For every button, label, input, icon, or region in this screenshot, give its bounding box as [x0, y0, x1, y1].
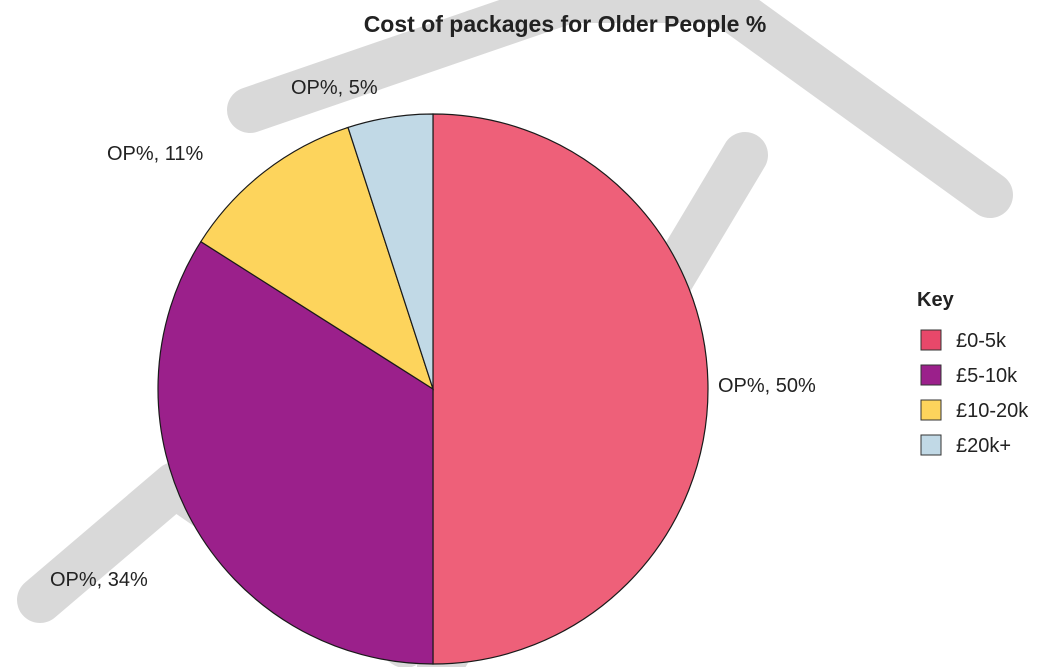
- legend: Key £0-5k £5-10k £10-20k £20k+: [917, 289, 1029, 457]
- legend-swatch-20k-plus: [920, 434, 942, 456]
- legend-label-5-10k: £5-10k: [956, 365, 1018, 387]
- legend-label-0-5k: £0-5k: [956, 330, 1007, 352]
- legend-swatch-0-5k: [920, 329, 942, 351]
- legend-label-20k-plus: £20k+: [956, 435, 1011, 457]
- pie-slices: [157, 113, 709, 665]
- legend-title: Key: [917, 289, 955, 311]
- chart-title: Cost of packages for Older People %: [364, 11, 767, 37]
- slice-label-0-5k: OP%, 50%: [718, 375, 816, 397]
- legend-swatch-10-20k: [920, 399, 942, 421]
- slice-label-10-20k: OP%, 11%: [107, 143, 204, 165]
- slice-label-20k-plus: OP%, 5%: [291, 77, 378, 99]
- legend-items: £0-5k £5-10k £10-20k £20k+: [920, 329, 1029, 457]
- legend-swatch-5-10k: [920, 364, 942, 386]
- pie-slice-0-5k: [432, 113, 709, 665]
- pie-slice-10-20k: [199, 126, 435, 391]
- pie-slice-5-10k: [157, 240, 434, 665]
- legend-label-10-20k: £10-20k: [956, 400, 1029, 422]
- slice-label-5-10k: OP%, 34%: [50, 569, 148, 591]
- pie-slice-20k-plus: [347, 113, 434, 390]
- slice-labels: OP%, 50% OP%, 34% OP%, 11% OP%, 5%: [50, 77, 816, 591]
